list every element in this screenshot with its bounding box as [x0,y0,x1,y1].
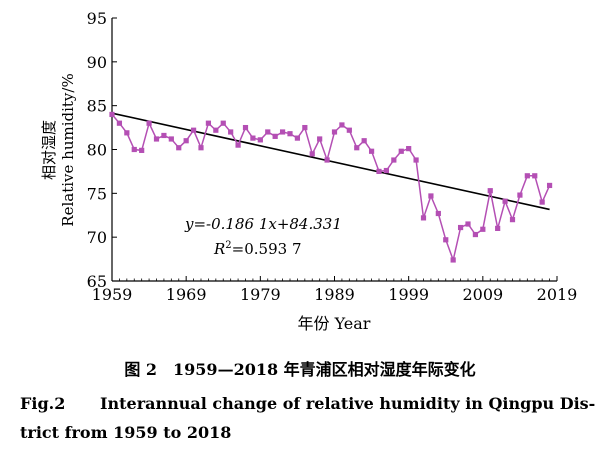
data-point [509,217,516,223]
data-point [398,148,404,154]
figure-label: Fig.2 [20,394,66,413]
y-tick-label: 85 [87,97,107,116]
data-point [413,157,419,163]
data-point [376,168,382,175]
data-point [109,111,115,118]
data-point [383,167,390,174]
y-axis-label-en: Relative humidity/% [59,73,77,226]
data-point [176,145,182,151]
data-point [524,173,530,179]
chart-ticks: 65 70 75 80 85 90 95 1959 1969 1979 1989 1999 2009 20… [87,9,578,304]
data-point [532,173,538,179]
figure-caption-en-line1: Fig.2 Interannual change of relative humi… [20,394,595,413]
trend-line [111,112,550,211]
x-tick-label: 1969 [166,285,207,304]
data-point [546,182,553,189]
caption-en-text-1: Interannual change of relative humidity … [100,394,596,413]
data-point [339,122,345,128]
x-tick-label: 2009 [462,285,503,304]
data-point [309,151,315,157]
data-point [472,231,479,238]
data-point [279,129,286,135]
data-point [146,120,152,126]
y-tick-label: 65 [87,272,107,291]
figure-caption-cn: 图 2 1959—2018 年青浦区相对湿度年际变化 [124,360,476,379]
y-axis-label-cn: 相对湿度 [40,120,58,180]
data-point [220,120,226,126]
data-point [183,138,189,144]
data-point [480,226,486,232]
data-point [435,210,441,217]
y-tick-label: 95 [87,9,107,28]
data-point [406,146,412,152]
data-point [190,127,197,133]
data-point [294,135,301,141]
x-tick-label: 1999 [388,285,429,304]
data-point [228,129,234,135]
x-tick-label: 1959 [92,285,133,304]
data-point [235,142,241,148]
data-point [257,137,263,143]
data-point [487,188,493,194]
data-point [443,237,449,243]
data-point [502,198,508,204]
r2-label-value: =0.593 7 [232,240,302,258]
data-point [116,120,123,126]
r2-label-prefix: R [213,240,225,258]
data-point [361,138,367,144]
data-point [495,225,501,231]
data-point [302,124,308,131]
r2-label-sup: 2 [225,240,231,251]
series-line [111,113,551,263]
data-point [198,145,204,151]
data-point [368,148,375,154]
data-point [391,157,397,163]
y-tick-label: 70 [87,228,107,247]
data-point [517,192,523,198]
data-point [272,133,278,139]
data-point [331,129,338,135]
data-point [161,132,167,139]
trend-line-group [111,112,550,211]
data-point [450,257,456,263]
x-axis-label: 年份 Year [298,314,371,333]
x-tick-label: 1979 [240,285,281,304]
data-point [250,135,256,141]
data-point [153,136,160,142]
data-point [265,129,271,135]
data-point [317,136,323,142]
data-point [346,127,352,133]
data-point [205,120,212,126]
data-point [428,193,434,199]
data-point [242,124,249,131]
data-point [213,127,219,133]
figure-caption-en-line2: trict from 1959 to 2018 [20,423,232,442]
series-group [109,111,553,263]
data-point [124,130,130,136]
data-point [168,136,174,142]
regression-equation: y=-0.186 1x+84.331 [184,215,342,233]
y-tick-label: 80 [87,141,107,160]
data-point [287,131,293,137]
data-point [139,147,145,153]
data-point [539,199,545,205]
y-axis-label: 相对湿度 Relative humidity/% [40,73,77,226]
data-point [324,157,330,163]
data-point [457,224,464,231]
x-tick-label: 2019 [537,285,578,304]
data-point [465,221,471,227]
r-squared-label: R2=0.593 7 [213,240,302,258]
x-tick-label: 1989 [314,285,355,304]
data-point [354,145,360,151]
y-tick-label: 90 [87,53,107,72]
y-tick-label: 75 [87,184,107,203]
data-point [420,215,427,221]
data-point [131,146,137,153]
